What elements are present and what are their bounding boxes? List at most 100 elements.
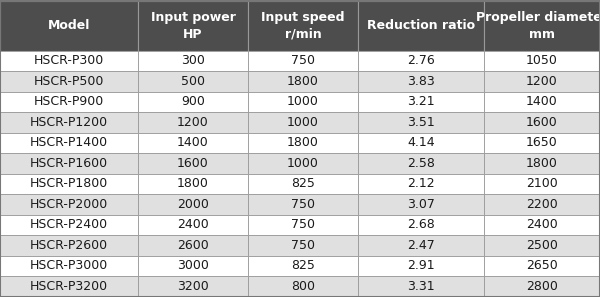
Text: 1000: 1000 [287,157,319,170]
Bar [138,173,248,194]
Text: HSCR-P1200: HSCR-P1200 [30,116,108,129]
Text: Model: Model [48,19,90,32]
Text: 2500: 2500 [526,239,558,252]
Text: HSCR-P2600: HSCR-P2600 [30,239,108,252]
Text: 4.14: 4.14 [407,136,435,149]
Text: Input power
HP: Input power HP [151,10,235,40]
Text: 2000: 2000 [177,198,209,211]
Text: HSCR-P2400: HSCR-P2400 [30,218,108,231]
Bar [484,1,600,50]
Text: 750: 750 [291,239,315,252]
Bar [138,1,248,50]
Text: 2.47: 2.47 [407,239,435,252]
Bar [248,71,358,91]
Bar [248,235,358,255]
Text: 3000: 3000 [177,259,209,272]
Bar [248,132,358,153]
Bar [358,132,484,153]
Text: 1050: 1050 [526,54,558,67]
Bar [0,50,138,71]
Text: 1000: 1000 [287,95,319,108]
Bar [248,214,358,235]
Bar [0,173,138,194]
Bar [484,255,600,276]
Bar [484,214,600,235]
Bar [248,153,358,173]
Text: 1200: 1200 [526,75,558,88]
Bar [138,235,248,255]
Bar [358,214,484,235]
Bar [248,276,358,296]
Text: Propeller diameter
mm: Propeller diameter mm [476,10,600,40]
Text: 500: 500 [181,75,205,88]
Text: 1200: 1200 [177,116,209,129]
Text: 825: 825 [291,259,315,272]
Bar [484,235,600,255]
Text: 750: 750 [291,198,315,211]
Text: 3.21: 3.21 [407,95,435,108]
Text: HSCR-P3000: HSCR-P3000 [30,259,108,272]
Bar [484,153,600,173]
Bar [484,173,600,194]
Text: 3.31: 3.31 [407,280,435,293]
Bar [138,194,248,214]
Text: 1000: 1000 [287,116,319,129]
Bar [138,153,248,173]
Bar [248,91,358,112]
Text: 1800: 1800 [177,177,209,190]
Bar [0,153,138,173]
Text: 1800: 1800 [526,157,558,170]
Bar [138,132,248,153]
Bar [0,112,138,132]
Text: 2400: 2400 [177,218,209,231]
Text: HSCR-P300: HSCR-P300 [34,54,104,67]
Bar [248,112,358,132]
Bar [138,255,248,276]
Bar [138,50,248,71]
Text: 2400: 2400 [526,218,558,231]
Bar [248,50,358,71]
Bar [0,1,138,50]
Bar [358,153,484,173]
Text: Reduction ratio: Reduction ratio [367,19,475,32]
Bar [358,276,484,296]
Bar [0,71,138,91]
Bar [138,71,248,91]
Text: 3.07: 3.07 [407,198,435,211]
Bar [138,91,248,112]
Text: HSCR-P500: HSCR-P500 [34,75,104,88]
Bar [358,173,484,194]
Bar [0,91,138,112]
Text: 3.51: 3.51 [407,116,435,129]
Bar [248,194,358,214]
Bar [484,71,600,91]
Text: 1400: 1400 [177,136,209,149]
Text: 2200: 2200 [526,198,558,211]
Text: 1400: 1400 [526,95,558,108]
Bar [358,112,484,132]
Bar [358,194,484,214]
Bar [358,235,484,255]
Bar [358,255,484,276]
Text: HSCR-P1800: HSCR-P1800 [30,177,108,190]
Text: 300: 300 [181,54,205,67]
Text: 1800: 1800 [287,75,319,88]
Bar [484,194,600,214]
Bar [0,235,138,255]
Text: HSCR-P1600: HSCR-P1600 [30,157,108,170]
Bar [0,214,138,235]
Text: 2.91: 2.91 [407,259,435,272]
Bar [484,50,600,71]
Bar [138,276,248,296]
Text: HSCR-P900: HSCR-P900 [34,95,104,108]
Text: 2.12: 2.12 [407,177,435,190]
Bar [0,276,138,296]
Bar [248,173,358,194]
Bar [138,214,248,235]
Text: HSCR-P2000: HSCR-P2000 [30,198,108,211]
Text: 750: 750 [291,54,315,67]
Bar [484,276,600,296]
Text: 1600: 1600 [526,116,558,129]
Bar [248,1,358,50]
Text: 2600: 2600 [177,239,209,252]
